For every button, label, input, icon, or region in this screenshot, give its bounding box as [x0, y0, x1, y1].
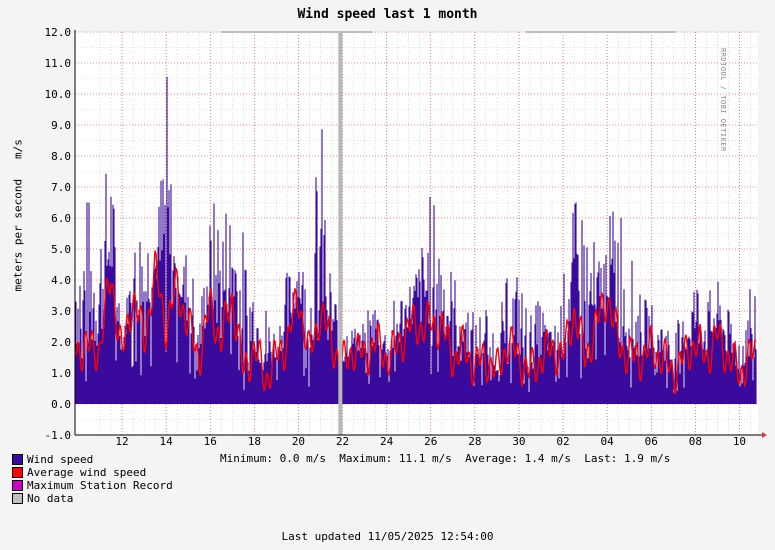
- stat-min-label: Minimum:: [220, 452, 273, 465]
- x-tick-label: 18: [248, 435, 261, 448]
- grid: [75, 31, 758, 436]
- series-average-wind-speed: [75, 250, 757, 395]
- legend-swatch-average: [12, 467, 23, 478]
- legend-label: Wind speed: [27, 453, 94, 466]
- legend-swatch-wind-speed: [12, 454, 23, 465]
- legend-item-average-wind-speed: Average wind speed: [12, 466, 173, 479]
- axes: -1.0 0.0 1.0 2.0 3.0 4.0 5.0 6.0 7.0 8.0 9.0 10.0 11…: [45, 26, 767, 448]
- y-axis-unit: m/s: [11, 139, 25, 160]
- y-tick-label: 10.0: [45, 88, 72, 101]
- x-tick-label: 08: [689, 435, 702, 448]
- x-tick-label: 22: [336, 435, 349, 448]
- stat-max-label: Maximum:: [339, 452, 393, 465]
- stats-line: Minimum: 0.0 m/s Maximum: 11.1 m/s Avera…: [220, 452, 670, 465]
- legend-swatch-maximum: [12, 480, 23, 491]
- y-tick-label: 1.0: [51, 367, 71, 380]
- legend-label: Maximum Station Record: [27, 479, 173, 492]
- x-tick-label: 24: [380, 435, 394, 448]
- legend-item-no-data: No data: [12, 492, 173, 505]
- x-tick-label: 16: [204, 435, 217, 448]
- x-tick-label: 10: [733, 435, 746, 448]
- y-axis-title: meters per second: [11, 178, 25, 292]
- stat-min-value: 0.0 m/s: [279, 452, 326, 465]
- x-tick-label: 02: [556, 435, 569, 448]
- chart-title: Wind speed last 1 month: [297, 7, 478, 22]
- stat-last-label: Last:: [584, 452, 618, 465]
- legend-label: Average wind speed: [27, 466, 147, 479]
- no-data-band: [338, 32, 343, 435]
- x-axis-arrow: [762, 432, 767, 438]
- x-tick-label: 04: [601, 435, 615, 448]
- x-tick-label: 30: [512, 435, 525, 448]
- x-tick-label: 14: [160, 435, 174, 448]
- y-tick-label: 4.0: [51, 274, 71, 287]
- x-tick-label: 06: [645, 435, 658, 448]
- legend-item-maximum-station-record: Maximum Station Record: [12, 479, 173, 492]
- y-tick-label: 0.0: [51, 398, 71, 411]
- y-tick-label: 11.0: [45, 57, 72, 70]
- y-tick-label: 9.0: [51, 119, 71, 132]
- stat-avg-value: 1.4 m/s: [524, 452, 572, 465]
- y-tick-label: 2.0: [51, 336, 71, 349]
- legend: Wind speed Average wind speed Maximum St…: [12, 453, 173, 505]
- x-tick-label: 28: [468, 435, 481, 448]
- x-tick-label: 26: [424, 435, 437, 448]
- y-axis-label: meters per second m/s: [11, 139, 25, 292]
- y-tick-label: 6.0: [51, 212, 71, 225]
- y-tick-label: -1.0: [45, 429, 72, 442]
- stat-max-value: 11.1 m/s: [398, 452, 452, 465]
- stat-avg-label: Average:: [465, 452, 519, 465]
- series-layer: [75, 32, 757, 435]
- y-tick-label: 12.0: [45, 26, 72, 39]
- rrdtool-watermark: RRDTOOL / TOBI OETIKER: [719, 48, 727, 152]
- legend-label: No data: [27, 492, 74, 505]
- y-tick-label: 8.0: [51, 150, 71, 163]
- legend-item-wind-speed: Wind speed: [12, 453, 173, 466]
- y-tick-label: 7.0: [51, 181, 71, 194]
- y-tick-label: 3.0: [51, 305, 71, 318]
- x-tick-label: 20: [292, 435, 305, 448]
- y-tick-label: 5.0: [51, 243, 71, 256]
- stat-last-value: 1.9 m/s: [624, 452, 671, 465]
- last-updated: Last updated 11/05/2025 12:54:00: [281, 530, 494, 543]
- x-tick-label: 12: [115, 435, 128, 448]
- legend-swatch-no-data: [12, 493, 23, 504]
